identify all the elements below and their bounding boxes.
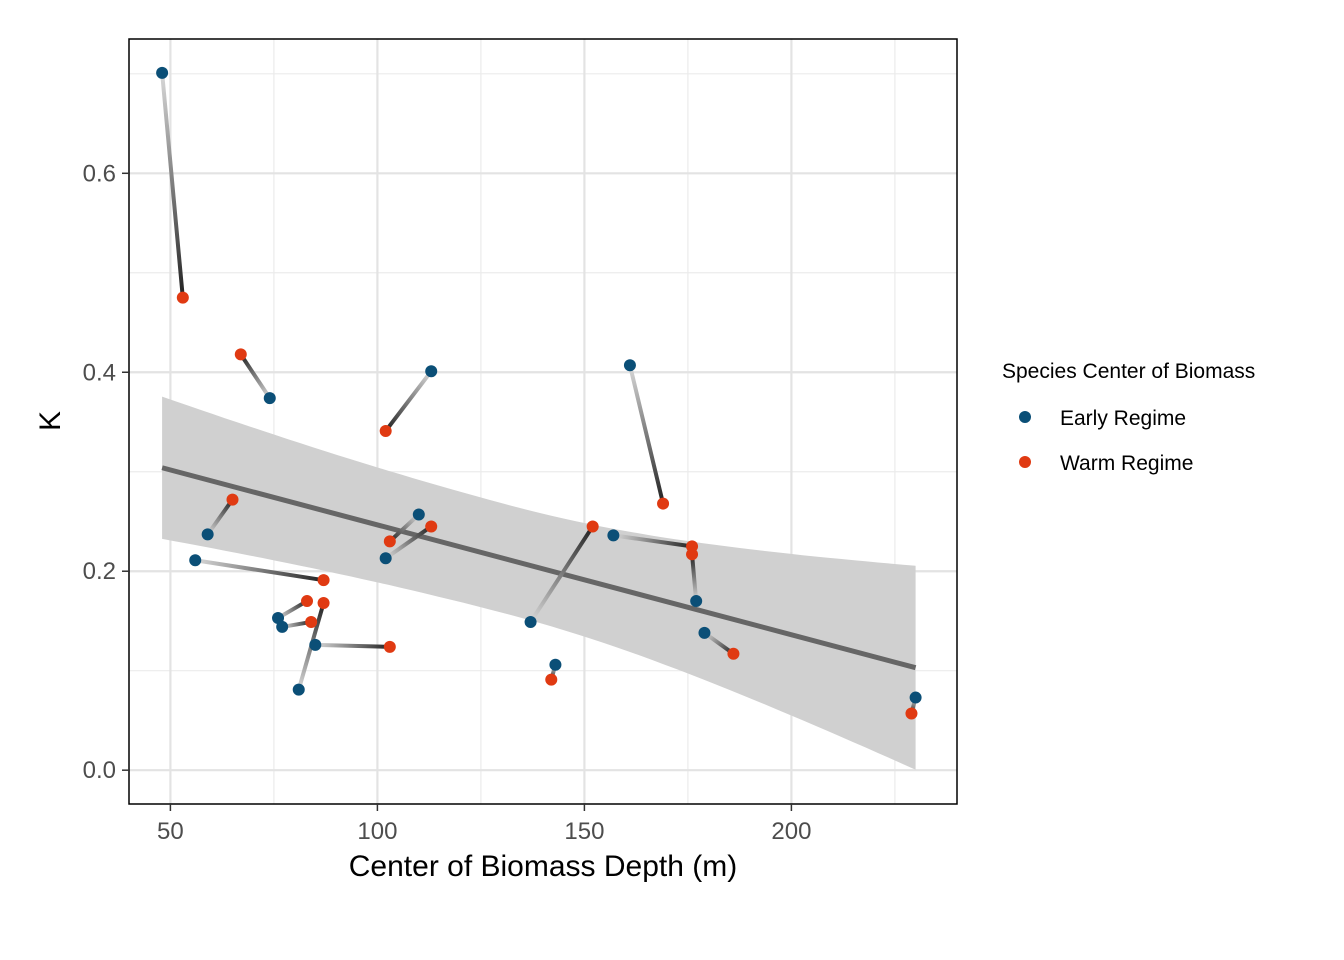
early-regime-point (156, 66, 169, 79)
early-regime-point (698, 626, 711, 639)
warm-regime-point (545, 673, 558, 686)
early-regime-point (690, 595, 703, 608)
x-axis-title: Center of Biomass Depth (m) (349, 850, 737, 883)
warm-regime-point (586, 520, 599, 533)
pair-segment (387, 512, 421, 544)
y-tick-label: 0.4 (83, 359, 116, 386)
pair-segment (193, 558, 326, 583)
pair-segment (383, 369, 434, 433)
warm-regime-point (727, 647, 740, 660)
warm-regime-point (301, 595, 314, 608)
warm-regime-point (226, 493, 239, 506)
early-regime-point (607, 529, 620, 542)
warm-regime-point (657, 497, 670, 510)
legend-label-warm: Warm Regime (1060, 452, 1193, 475)
early-regime-point (272, 611, 285, 624)
pair-segment (238, 352, 272, 401)
warm-regime-point (305, 615, 318, 628)
early-regime-point (412, 508, 425, 521)
pair-segment (205, 497, 235, 537)
warm-regime-point (317, 574, 330, 587)
x-tick-label: 100 (357, 818, 397, 845)
early-regime-point (909, 691, 922, 704)
warm-regime-point (317, 597, 330, 610)
warm-regime-point (379, 424, 392, 437)
warm-regime-point (383, 535, 396, 548)
x-tick-label: 200 (771, 818, 811, 845)
y-axis-title: K (34, 411, 67, 431)
legend: Species Center of Biomass Early Regime W… (1002, 360, 1255, 475)
confidence-band (162, 396, 916, 770)
early-regime-point (379, 552, 392, 565)
confidence-band-area (162, 396, 916, 770)
pair-segment (611, 533, 695, 549)
trend-line (161, 465, 917, 671)
pair-segment (528, 524, 595, 624)
regression-line (161, 465, 917, 671)
early-regime-point (309, 638, 322, 651)
warm-regime-point (234, 348, 247, 361)
minor-gridlines (129, 39, 957, 804)
warm-regime-point (686, 548, 699, 561)
early-regime-point (623, 359, 636, 372)
y-tick-label: 0.6 (83, 160, 116, 187)
pair-segment (383, 524, 434, 561)
early-regime-point (549, 658, 562, 671)
pair-segment (627, 363, 666, 506)
early-regime-point (292, 683, 305, 696)
plot-border (128, 38, 958, 805)
y-tick-label: 0.0 (83, 757, 116, 784)
legend-title: Species Center of Biomass (1002, 360, 1255, 383)
pair-segment (160, 70, 185, 300)
pair-segment (690, 552, 699, 604)
warm-regime-point (905, 707, 918, 720)
legend-swatch-early (1019, 411, 1031, 423)
y-tick-label: 0.2 (83, 558, 116, 585)
early-regime-point (276, 620, 289, 633)
warm-regime-point (425, 520, 438, 533)
legend-label-early: Early Regime (1060, 407, 1186, 430)
data-points (156, 66, 922, 720)
pair-segment (313, 642, 392, 649)
x-axis-ticks: 50 100 150 200 (157, 804, 811, 845)
warm-regime-point (383, 640, 396, 653)
early-regime-point (189, 554, 202, 567)
x-tick-label: 150 (564, 818, 604, 845)
early-regime-point (263, 392, 276, 405)
warm-regime-point (176, 291, 189, 304)
early-regime-point (524, 615, 537, 628)
early-regime-point (201, 528, 214, 541)
early-regime-point (425, 365, 438, 378)
y-axis-ticks: 0.0 0.2 0.4 0.6 (83, 160, 129, 784)
legend-swatch-warm (1019, 456, 1031, 468)
x-tick-label: 50 (157, 818, 184, 845)
